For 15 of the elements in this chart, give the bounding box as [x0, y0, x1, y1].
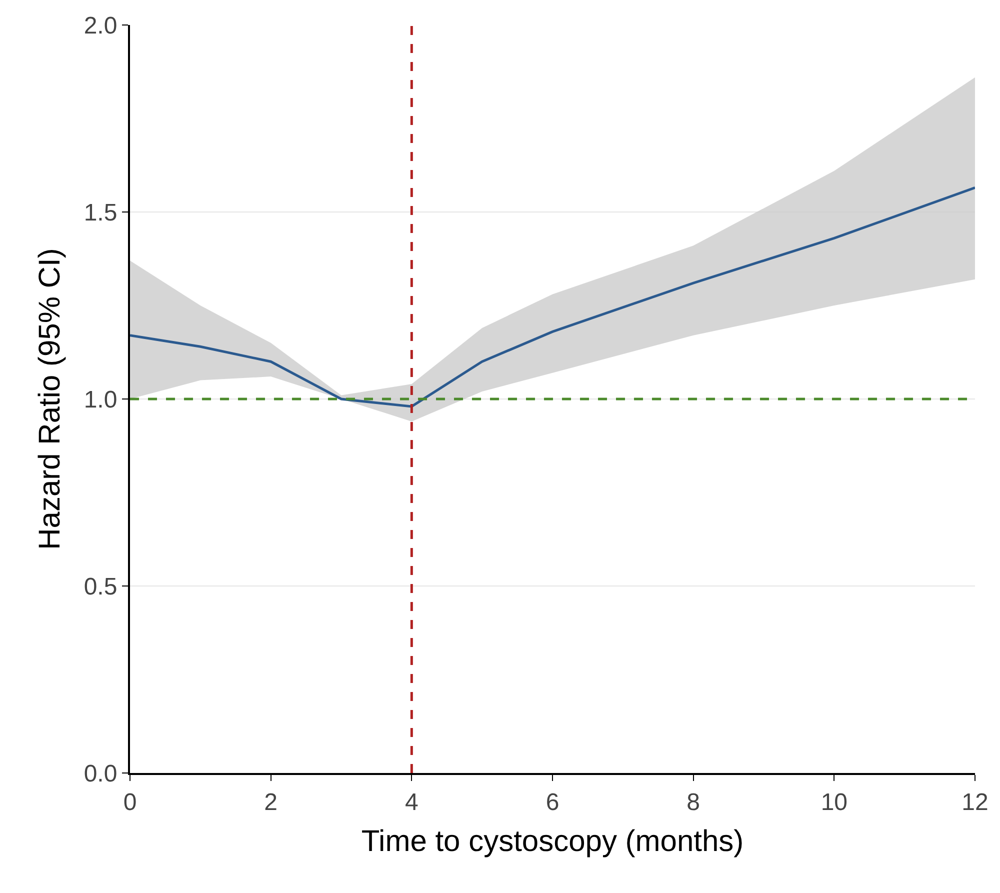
line-series: [130, 186, 975, 408]
x-tick-label: 6: [546, 788, 560, 816]
y-tick-label: 1.5: [84, 199, 118, 226]
x-tick-label: 10: [820, 788, 848, 816]
x-tick-label: 8: [686, 788, 700, 816]
y-tick-label: 0.5: [84, 573, 118, 600]
x-tick-label: 4: [404, 788, 418, 816]
y-tick-label: 2.0: [84, 12, 118, 40]
x-axis-title: Time to cystoscopy (months): [361, 824, 744, 858]
x-tick-label: 2: [264, 788, 278, 816]
y-tick-label: 0.0: [84, 760, 118, 788]
x-tick-label: 12: [962, 788, 988, 816]
x-tick-label: 0: [123, 788, 137, 816]
y-tick-label: 1.0: [84, 386, 118, 414]
y-axis-title: Hazard Ratio (95% CI): [33, 248, 66, 550]
